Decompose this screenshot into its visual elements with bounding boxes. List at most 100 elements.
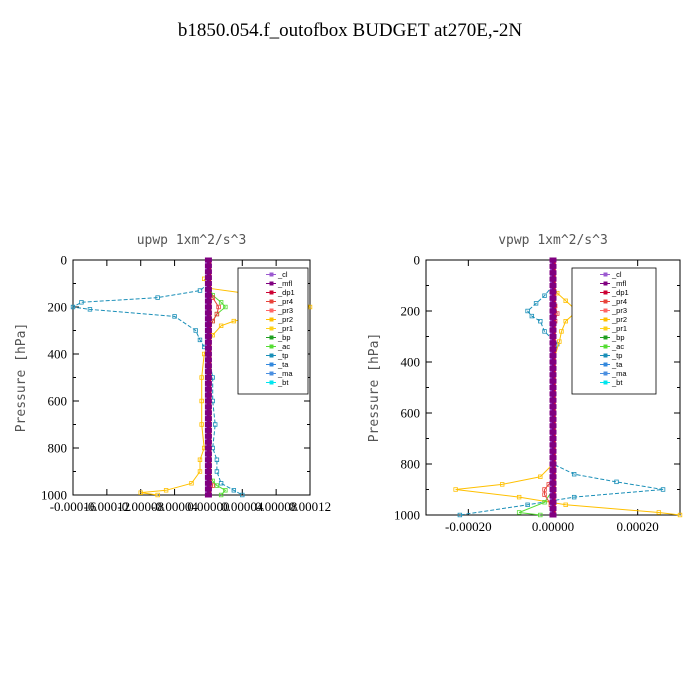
series-marker-ac xyxy=(214,483,220,488)
series-marker-mfl xyxy=(549,474,557,480)
legend-swatch-marker xyxy=(269,308,274,313)
series-marker-mfl xyxy=(549,404,557,410)
series-marker-mfl xyxy=(549,423,557,429)
series-marker-mfl xyxy=(549,455,557,461)
y-tick-label: 600 xyxy=(401,406,421,421)
series-marker-mfl xyxy=(549,480,557,486)
series-marker-mfl xyxy=(549,416,557,422)
series-marker-mfl xyxy=(549,263,557,269)
series-marker-tp xyxy=(155,295,160,300)
legend-swatch-marker xyxy=(269,335,274,340)
page-title: b1850.054.f_outofbox BUDGET at270E,-2N xyxy=(177,20,523,41)
series-marker-mfl xyxy=(549,340,557,346)
series-marker-pr2 xyxy=(656,510,662,515)
series-marker-pr2 xyxy=(563,502,568,507)
series-marker-ac xyxy=(218,300,224,305)
legend-swatch-marker xyxy=(603,380,608,385)
series-marker-mfl xyxy=(204,451,212,457)
x-tick-label: -0.00008 xyxy=(117,499,164,514)
series-marker-tp xyxy=(172,314,177,319)
series-line-ac xyxy=(518,285,554,516)
series-marker-mfl xyxy=(549,506,557,512)
series-marker-mfl xyxy=(204,363,212,369)
series-marker-pr2 xyxy=(218,323,224,328)
series-marker-mfl xyxy=(204,263,212,269)
series-marker-tp xyxy=(457,512,463,518)
legend-swatch-marker xyxy=(603,308,608,313)
series-marker-tp xyxy=(197,288,203,293)
series-marker-mfl xyxy=(204,463,212,469)
series-marker-pr2 xyxy=(197,469,203,474)
y-tick-label: 600 xyxy=(48,394,68,409)
series-marker-pr2 xyxy=(155,492,160,498)
series-marker-tp xyxy=(538,318,543,324)
series-marker-pr4 xyxy=(216,304,221,310)
y-tick-label: 800 xyxy=(401,457,421,472)
series-marker-tp xyxy=(533,301,539,306)
legend-label: _mfl xyxy=(277,279,293,288)
legend-swatch-marker xyxy=(269,281,274,286)
series-marker-mfl xyxy=(549,334,557,339)
x-tick-label: 0.00012 xyxy=(289,499,331,514)
series-marker-mfl xyxy=(204,392,212,398)
series-marker-ac xyxy=(218,492,224,498)
legend-label: _tp xyxy=(277,351,288,360)
legend-label: _bp xyxy=(277,333,291,342)
series-marker-mfl xyxy=(204,469,212,474)
series-marker-pr2 xyxy=(538,474,543,479)
x-tick-label: 0.00008 xyxy=(255,499,297,514)
series-marker-mfl xyxy=(549,512,557,518)
legend-label: _pr2 xyxy=(611,315,627,324)
series-marker-pr2 xyxy=(138,490,143,495)
y-tick-label: 800 xyxy=(48,441,68,456)
series-marker-pr4 xyxy=(542,492,547,497)
series-marker-pr2 xyxy=(231,318,237,324)
series-marker-mfl xyxy=(204,375,212,380)
series-marker-mfl xyxy=(549,442,557,448)
series-marker-ac xyxy=(516,510,522,515)
series-marker-mfl xyxy=(204,292,212,298)
y-axis-label: Pressure [hPa] xyxy=(367,333,382,443)
y-tick-label: 1000 xyxy=(394,508,420,523)
series-marker-mfl xyxy=(549,448,557,454)
series-marker-tp xyxy=(525,308,530,314)
series-marker-mfl xyxy=(549,302,557,308)
legend-label: _ta xyxy=(611,360,623,369)
series-line-tp xyxy=(71,283,243,496)
chart-2: vpwp 1xm^2/s^3 Pressure [hPa] 0 200 400 600 80… xyxy=(367,233,683,534)
series-marker-mfl xyxy=(204,433,212,439)
y-tick-label: 400 xyxy=(401,355,421,370)
chart-title: upwp 1xm^2/s^3 xyxy=(137,233,247,248)
series-marker-tp xyxy=(193,328,198,333)
series-marker-mfl xyxy=(549,314,557,320)
legend-swatch-marker xyxy=(269,362,274,367)
y-tick-label: 0 xyxy=(414,253,421,268)
series-marker-ac xyxy=(542,500,547,505)
series-marker-pr2 xyxy=(453,487,458,492)
series-marker-tp xyxy=(218,481,224,486)
legend-swatch-marker xyxy=(603,344,608,349)
series-marker-mfl xyxy=(549,353,557,359)
legend-swatch-marker xyxy=(603,299,608,304)
series-marker-mfl xyxy=(549,410,557,416)
series-marker-mfl xyxy=(204,474,212,480)
legend-swatch-marker xyxy=(269,344,274,349)
series-marker-tp xyxy=(529,313,535,319)
x-tick-label: -0.00016 xyxy=(50,499,97,514)
series-marker-pr2 xyxy=(199,422,204,427)
series-marker-ac xyxy=(223,488,228,493)
legend-label: _ac xyxy=(277,342,290,351)
series-marker-mfl xyxy=(549,499,557,505)
x-tick-label: 0.00000 xyxy=(532,519,574,534)
series-marker-mfl xyxy=(549,321,557,327)
series-marker-mfl xyxy=(204,281,212,286)
series-marker-mfl xyxy=(204,304,212,310)
legend-label: _pr4 xyxy=(611,297,627,306)
series-marker-mfl xyxy=(204,333,212,339)
legend-label: _pr2 xyxy=(277,315,293,324)
series-marker-mfl xyxy=(204,275,212,281)
series-marker-tp xyxy=(614,479,619,485)
y-tick-label: 200 xyxy=(48,300,68,315)
series-marker-mfl xyxy=(204,445,212,451)
